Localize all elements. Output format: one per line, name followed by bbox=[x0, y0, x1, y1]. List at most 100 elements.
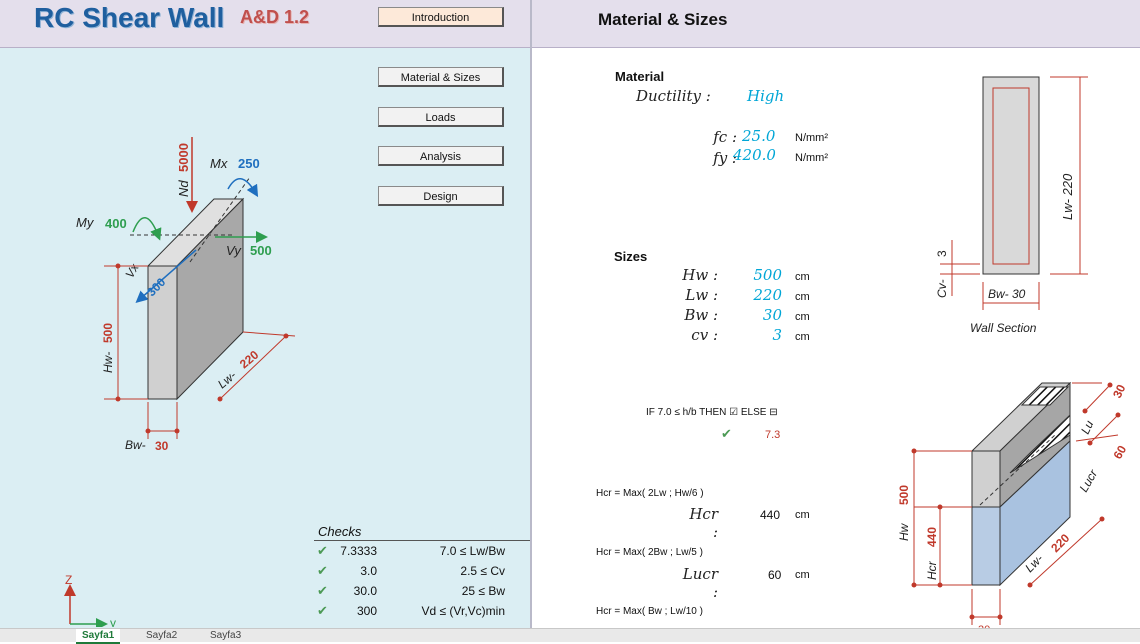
section-cv-label: Cv- bbox=[935, 279, 949, 298]
hcr-label: Hcr : bbox=[689, 505, 718, 541]
checks-panel: Checks ✔ 7.3333 7.0 ≤ Lw/Bw ✔ 3.0 2.5 ≤ Cv ✔ 30… bbox=[314, 523, 530, 621]
check-rule: 25 ≤ Bw bbox=[461, 584, 505, 598]
axis-z-label: Z bbox=[65, 573, 72, 587]
checks-title: Checks bbox=[314, 523, 530, 541]
left-panel bbox=[0, 0, 531, 628]
check-value: 3.0 bbox=[360, 564, 377, 578]
introduction-button[interactable]: Introduction bbox=[378, 7, 504, 27]
check-row: ✔ 300 Vd ≤ (Vr,Vc)min bbox=[314, 601, 530, 621]
rebar-outline bbox=[992, 87, 1030, 265]
sheet-tab[interactable]: Sayfa1 bbox=[76, 629, 121, 644]
material-sizes-button[interactable]: Material & Sizes bbox=[378, 67, 504, 87]
check-row: ✔ 30.0 25 ≤ Bw bbox=[314, 581, 530, 601]
fy-value[interactable]: 420.0 bbox=[733, 146, 776, 164]
hatch-top bbox=[1020, 386, 1070, 406]
mx-value: 250 bbox=[238, 156, 260, 171]
size-value[interactable]: 220 bbox=[753, 286, 782, 304]
bw-label: Bw- bbox=[125, 438, 146, 452]
condition-text: IF 7.0 ≤ h/b THEN ☑ ELSE ⊟ bbox=[646, 407, 778, 418]
size-label: Bw : bbox=[684, 306, 718, 324]
size-value[interactable]: 30 bbox=[762, 306, 782, 324]
size-label: cv : bbox=[691, 326, 718, 344]
condition-value: 7.3 bbox=[765, 429, 781, 441]
wall-3d-diagram: Nd 5000 Mx 250 My 400 Vy 500 Vx 300 Hw- … bbox=[64, 137, 296, 627]
hw-value: 500 bbox=[101, 323, 115, 343]
hcr2-value: 440 bbox=[925, 527, 939, 547]
check-icon: ✔ bbox=[317, 583, 328, 598]
my-label: My bbox=[76, 215, 95, 230]
check-value: 300 bbox=[356, 604, 377, 618]
nd-label: Nd bbox=[176, 180, 191, 197]
wall-section-diagram: Lw- 220 Bw- 30 Cv- 3 Wall Section bbox=[935, 76, 1088, 335]
size-value[interactable]: 3 bbox=[772, 326, 782, 344]
lu-value: 30 bbox=[1110, 382, 1128, 400]
check-icon: ✔ bbox=[317, 543, 328, 558]
lu-label: Lu bbox=[1078, 418, 1096, 436]
section-lw: Lw- 220 bbox=[1060, 173, 1075, 220]
check-value: 7.3333 bbox=[340, 544, 377, 558]
hatch-side bbox=[1009, 413, 1071, 474]
lu-formula: Hcr = Max( Bw ; Lw/10 ) bbox=[596, 606, 703, 617]
sheet-tab-bar: Sayfa1 Sayfa2 Sayfa3 bbox=[0, 628, 1140, 644]
ductility-value[interactable]: High bbox=[747, 87, 785, 105]
fy-unit: N/mm² bbox=[795, 152, 828, 164]
check-rule: Vd ≤ (Vr,Vc)min bbox=[421, 604, 506, 618]
size-unit: cm bbox=[795, 291, 810, 303]
wall-section-caption: Wall Section bbox=[970, 321, 1037, 335]
lucr-unit: cm bbox=[795, 569, 810, 581]
app-title: RC Shear Wall bbox=[34, 2, 225, 33]
page-header: Material & Sizes bbox=[531, 0, 1140, 48]
axis-y-label: y bbox=[110, 616, 116, 627]
size-unit: cm bbox=[795, 271, 810, 283]
check-rule: 7.0 ≤ Lw/Bw bbox=[439, 544, 505, 558]
section-cv-value: 3 bbox=[935, 250, 949, 257]
size-unit: cm bbox=[795, 311, 810, 323]
nd-value: 5000 bbox=[176, 143, 191, 172]
fy-label: fy : bbox=[713, 149, 737, 167]
check-icon: ✔ bbox=[317, 563, 328, 578]
analysis-button[interactable]: Analysis bbox=[378, 146, 504, 166]
center-line-diag bbox=[189, 176, 251, 263]
hw2-value: 500 bbox=[897, 485, 911, 505]
hw2-label: Hw bbox=[897, 522, 911, 541]
check-row: ✔ 3.0 2.5 ≤ Cv bbox=[314, 561, 530, 581]
wall2-front-lower bbox=[971, 506, 1001, 586]
partial-value: 30 bbox=[978, 624, 990, 628]
lu-dim bbox=[1084, 384, 1111, 412]
sheet-tab[interactable]: Sayfa2 bbox=[146, 630, 178, 641]
sheet-tab[interactable]: Sayfa3 bbox=[210, 630, 242, 641]
loads-button[interactable]: Loads bbox=[378, 107, 504, 127]
lucr-label: Lucr : bbox=[682, 565, 718, 601]
fc-label: fc : bbox=[713, 128, 737, 146]
wall-critical-diagram: Lu 30 Lucr 60 Hw 500 Hcr 440 Lw- 220 30 bbox=[897, 381, 1129, 628]
check-row: ✔ 7.3333 7.0 ≤ Lw/Bw bbox=[314, 541, 530, 561]
lw-dim-line bbox=[219, 335, 287, 400]
check-icon: ✔ bbox=[721, 426, 732, 441]
vy-value: 500 bbox=[250, 243, 272, 258]
mx-label: Mx bbox=[210, 156, 228, 171]
hcr2-label: Hcr bbox=[925, 560, 939, 580]
my-value: 400 bbox=[105, 216, 127, 231]
lw-value: 220 bbox=[237, 347, 262, 371]
check-value: 30.0 bbox=[353, 584, 377, 598]
vy-label: Vy bbox=[226, 243, 242, 258]
hcr-unit: cm bbox=[795, 509, 810, 521]
size-value[interactable]: 500 bbox=[753, 266, 782, 284]
design-button[interactable]: Design bbox=[378, 186, 504, 206]
section-bw: Bw- 30 bbox=[988, 287, 1026, 301]
vx-arrow bbox=[135, 249, 197, 303]
wall-section-outline bbox=[982, 76, 1040, 275]
ductility-label: Ductility : bbox=[636, 87, 711, 105]
lucr-value: 60 bbox=[768, 568, 782, 582]
bw-value: 30 bbox=[155, 439, 169, 453]
vx-label: Vx bbox=[122, 261, 142, 281]
sizes-heading: Sizes bbox=[614, 249, 648, 264]
app-version: A&D 1.2 bbox=[240, 7, 310, 27]
lucr-label: Lucr bbox=[1076, 466, 1100, 494]
my-moment-icon bbox=[132, 217, 162, 241]
fc-value[interactable]: 25.0 bbox=[742, 127, 776, 145]
hw-label: Hw- bbox=[101, 352, 115, 373]
lucr-dim bbox=[1089, 414, 1119, 444]
size-unit: cm bbox=[795, 331, 810, 343]
fc-unit: N/mm² bbox=[795, 132, 828, 144]
